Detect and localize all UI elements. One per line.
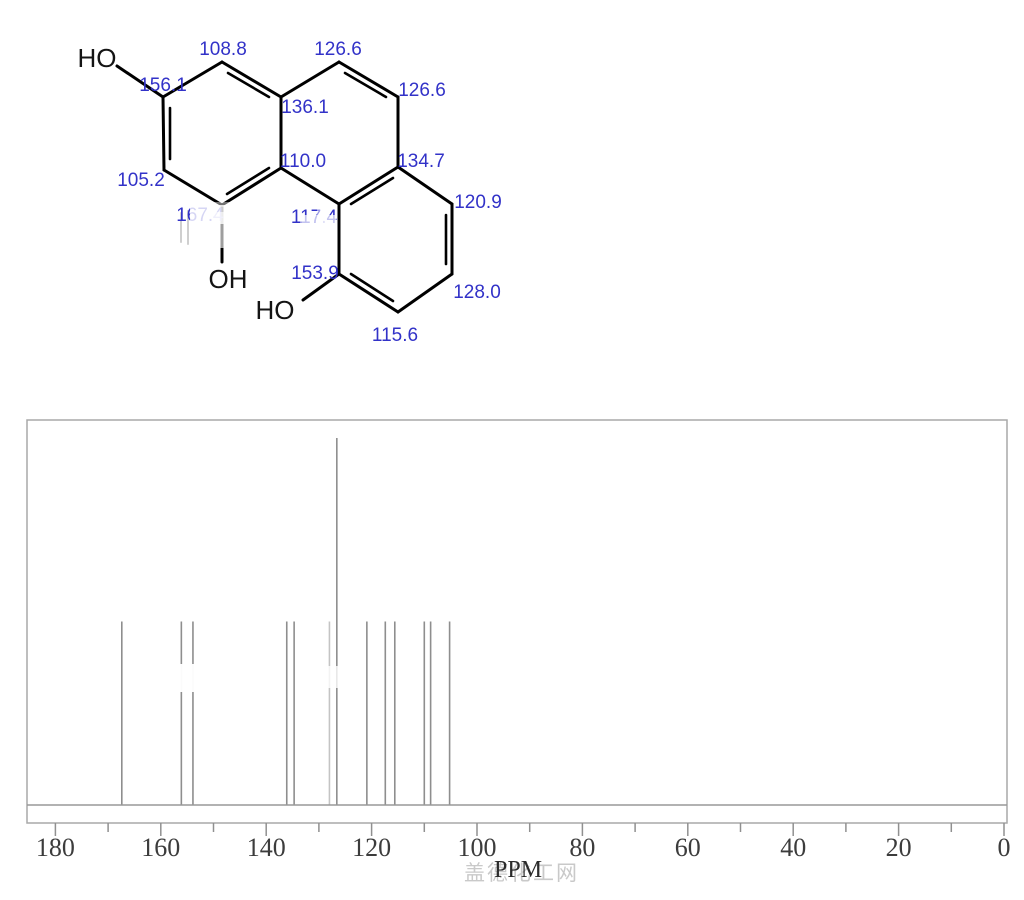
bond [279,60,341,99]
hydroxyl-bond [115,64,165,99]
axis-tick-label-40: 40 [780,833,806,862]
shift-label-126.6: 126.6 [398,80,446,101]
axis-tick-label-120: 120 [352,833,391,862]
bond [337,165,400,206]
bond [396,165,454,206]
spectrum-peaks [121,438,451,805]
double-bond-inner [225,166,271,196]
bond [220,166,283,207]
bond [220,60,283,99]
shift-label-105.2: 105.2 [117,170,165,191]
double-bond-inner [343,71,388,99]
axis-tick-label-180: 180 [36,833,75,862]
shift-label-110.0: 110.0 [280,151,326,172]
bond [279,166,341,206]
shift-label-128.0: 128.0 [453,282,501,303]
shift-label-156.1: 156.1 [139,75,187,96]
axis-tick-label-100: 100 [458,833,497,862]
hydroxyl-label-oh-bottom-middle: OH [209,264,248,294]
axis-tick-label-20: 20 [886,833,912,862]
double-bond-inner [226,71,271,99]
hydroxyl-label-ho-top-left: HO [78,43,117,73]
bond [162,168,224,207]
hydroxyl-bond [301,272,341,302]
watermark-text: 盖德化工网 [464,861,579,885]
whiteout-artifact [214,212,228,248]
shift-label-126.6: 126.6 [314,39,362,60]
shift-label-136.1: 136.1 [281,97,329,118]
shift-label-134.7: 134.7 [397,151,445,172]
nmr-spectrum: 180 160 140 120 100 80 60 40 20 0 盖德化工网 PPM [26,419,1011,885]
axis-tick-label-0: 0 [998,833,1011,862]
whiteout-artifact [317,209,325,225]
molecule-shift-labels: 108.8 126.6 126.6 156.1 136.1 110.0 134.7 105.2… [78,39,502,346]
bond [337,60,400,99]
axis-unit-label: PPM [494,857,542,883]
bond [161,95,166,172]
bond [396,272,454,314]
axis-tick-label-140: 140 [247,833,286,862]
hydroxyl-label-ho-bottom: HO [256,295,295,325]
axis-tick-label-60: 60 [675,833,701,862]
bond [161,60,224,99]
shift-label-115.6: 115.6 [372,325,418,346]
bond [337,272,400,314]
axis-tick-label-160: 160 [141,833,180,862]
whiteout-artifact [172,664,198,692]
shift-label-120.9: 120.9 [454,192,502,213]
double-bond-inner [349,176,395,206]
whiteout-artifacts [172,202,344,692]
axis-ticks [54,823,1005,836]
whiteout-artifact [318,666,344,688]
whiteout-artifact [196,202,236,207]
double-bond-inner [349,272,395,303]
shift-label-108.8: 108.8 [199,39,247,60]
plot-border [26,419,1008,824]
axis-tick-label-80: 80 [569,833,595,862]
shift-label-153.9: 153.9 [291,263,339,284]
axis-tick-labels: 180 160 140 120 100 80 60 40 20 0 [36,833,1011,862]
